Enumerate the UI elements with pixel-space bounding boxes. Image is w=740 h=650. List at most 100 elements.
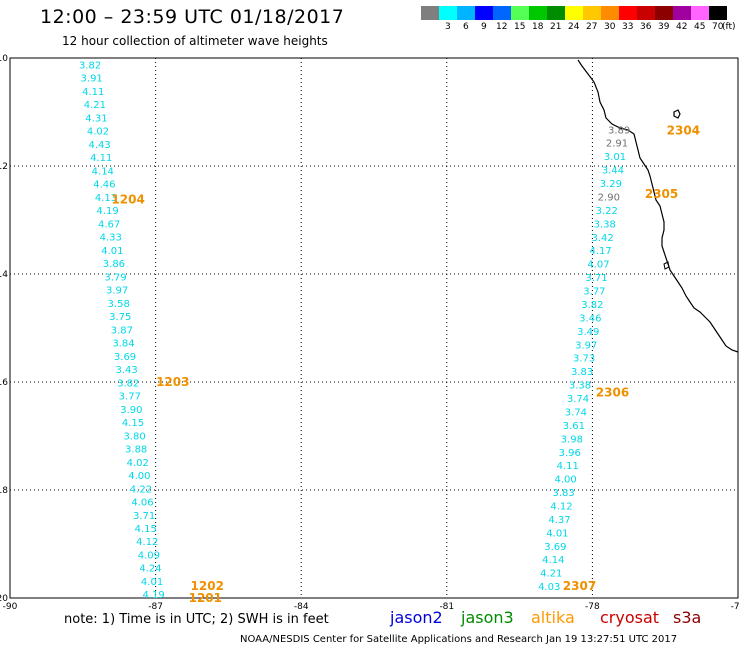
swh-value: 4.19 [143, 590, 165, 601]
swh-value: 3.71 [133, 511, 155, 522]
altimeter-values: 3.82 3.91 4.11 4.21 4.31 4.02 4.43 4.11 4.14 4.46… [79, 60, 630, 601]
swh-value: 3.80 [123, 431, 145, 442]
swh-value: 4.43 [88, 140, 110, 151]
swh-value: 4.22 [130, 484, 152, 495]
lat-label: 10 [0, 54, 8, 64]
lat-label: 16 [0, 378, 8, 388]
swh-value: 3.87 [111, 325, 133, 336]
swh-value: 4.17 [589, 246, 611, 257]
colorbar-swatch [673, 6, 691, 20]
swh-value: 3.75 [109, 312, 131, 323]
pass-label: 1201 [189, 591, 222, 605]
swh-value: 3.84 [112, 339, 134, 350]
swh-value: 3.82 [117, 378, 139, 389]
swh-value: 4.01 [546, 528, 568, 539]
swh-value: 3.22 [596, 206, 618, 217]
map-subtitle: 12 hour collection of altimeter wave hei… [62, 34, 328, 48]
island [673, 109, 681, 119]
swh-value: 3.98 [561, 434, 583, 445]
swh-value: 3.83 [552, 488, 574, 499]
colorbar-swatch [511, 6, 529, 20]
swh-value: 4.02 [127, 458, 149, 469]
lon-label: -87 [148, 602, 163, 610]
swh-value: 4.09 [138, 550, 160, 561]
swh-value: 4.37 [548, 515, 570, 526]
swh-value: 3.96 [559, 448, 581, 459]
lat-label: 18 [0, 486, 8, 496]
swh-value: 4.00 [555, 475, 577, 486]
swh-value: 3.88 [125, 445, 147, 456]
swh-value: 3.49 [577, 327, 599, 338]
swh-value: 4.03 [538, 582, 560, 593]
colorbar-label: 42 [676, 22, 688, 32]
swh-value: 4.31 [85, 113, 107, 124]
swh-value: 4.01 [101, 246, 123, 257]
colorbar-swatch [619, 6, 637, 20]
swh-value: 4.46 [93, 180, 115, 191]
lon-label: -81 [439, 602, 454, 610]
colorbar-swatch [601, 6, 619, 20]
swh-value: 2.91 [606, 139, 628, 150]
satellite-jason3: jason3 [461, 608, 514, 627]
swh-value: 3.90 [120, 405, 142, 416]
map-title: 12:00 – 23:59 UTC 01/18/2017 [40, 6, 345, 28]
colorbar-label: 21 [550, 22, 562, 32]
pass-label: 2307 [563, 579, 596, 593]
colorbar-swatch [439, 6, 457, 20]
swh-value: 3.42 [592, 233, 614, 244]
map-frame [9, 57, 739, 599]
colorbar-swatch [547, 6, 565, 20]
swh-value: 3.86 [103, 259, 125, 270]
satellite-cryosat: cryosat [600, 608, 660, 627]
lon-label: -84 [294, 602, 309, 610]
lon-label: -75 [731, 602, 740, 610]
colorbar-swatch [493, 6, 511, 20]
swh-value: 4.15 [122, 418, 144, 429]
swh-value: 3.82 [79, 60, 101, 71]
swh-value: 4.07 [587, 260, 609, 271]
swh-value: 3.71 [585, 273, 607, 284]
swh-value: 3.58 [108, 299, 130, 310]
satellite-s3a: s3a [673, 608, 702, 627]
swh-value: 3.77 [119, 392, 141, 403]
swh-value: 3.44 [602, 166, 624, 177]
colorbar-swatch [421, 6, 439, 20]
colorbar-label: 6 [463, 22, 469, 32]
colorbar-label: 27 [586, 22, 598, 32]
lat-label: 14 [0, 270, 8, 280]
colorbar-label: 33 [622, 22, 634, 32]
swh-value: 4.19 [96, 206, 118, 217]
swh-value: 3.69 [114, 352, 136, 363]
colorbar-swatch [637, 6, 655, 20]
swh-value: 4.24 [139, 564, 161, 575]
swh-value: 3.69 [544, 542, 566, 553]
legend-note: note: 1) Time is in UTC; 2) SWH is in fe… [64, 612, 329, 627]
swh-value: 4.33 [100, 233, 122, 244]
colorbar-label: 9 [481, 22, 487, 32]
lake [663, 261, 670, 270]
colorbar-unit: (ft) [722, 22, 736, 32]
wave-height-map: 3.82 3.91 4.11 4.21 4.31 4.02 4.43 4.11 4.14 4.46… [0, 54, 740, 610]
pass-label: 2305 [645, 187, 678, 201]
swh-value: 4.14 [542, 555, 564, 566]
swh-value: 4.67 [98, 219, 120, 230]
colorbar-label: 36 [640, 22, 652, 32]
swh-value: 4.15 [135, 524, 157, 535]
swh-value: 3.97 [106, 286, 128, 297]
pass-label: 1203 [156, 375, 189, 389]
lat-label: 20 [0, 594, 8, 604]
colorbar-label: 45 [694, 22, 706, 32]
pass-label: 2306 [596, 386, 629, 400]
swh-value: 4.02 [87, 127, 109, 138]
swh-value: 4.11 [82, 87, 104, 98]
satellite-jason2: jason2 [390, 608, 443, 627]
swh-value: 3.91 [81, 74, 103, 85]
colorbar-label: 70 [712, 22, 724, 32]
swh-value: 3.29 [600, 179, 622, 190]
swh-value: 4.11 [557, 461, 579, 472]
swh-value: 4.00 [128, 471, 150, 482]
swh-value: 4.14 [92, 166, 114, 177]
lat-label: 12 [0, 162, 8, 172]
footer-credit: NOAA/NESDIS Center for Satellite Applica… [240, 634, 678, 645]
